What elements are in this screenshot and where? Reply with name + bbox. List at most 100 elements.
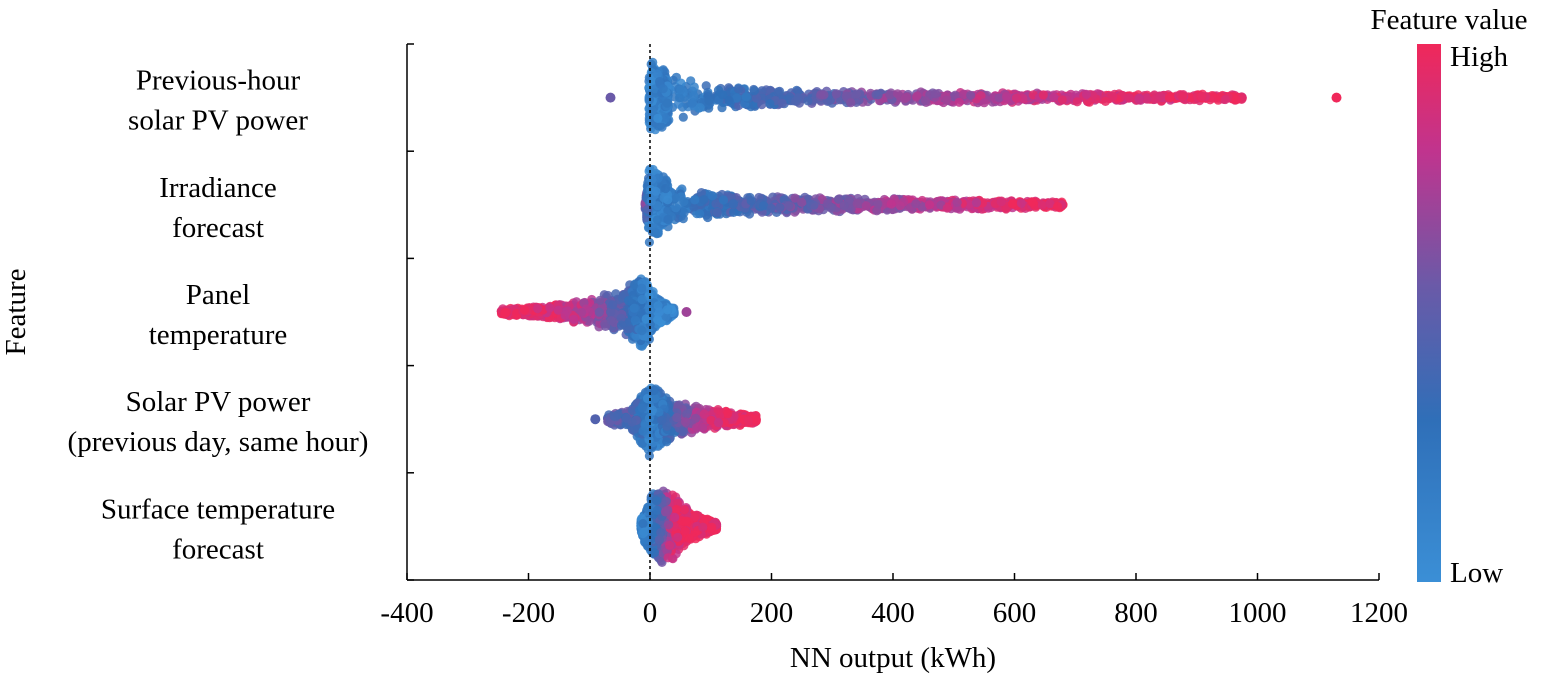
data-point (1164, 93, 1174, 103)
data-point (1220, 94, 1230, 105)
data-point (920, 96, 931, 106)
data-point (749, 86, 760, 96)
data-point (695, 103, 705, 113)
data-point (852, 199, 862, 209)
data-point (679, 196, 689, 207)
outlier-point (1331, 92, 1342, 103)
data-point (594, 307, 604, 317)
data-point (861, 201, 871, 211)
data-point (873, 90, 883, 100)
data-point (826, 203, 836, 213)
data-point (775, 202, 785, 213)
data-point (1124, 93, 1134, 103)
data-point (657, 122, 667, 132)
data-point (746, 196, 756, 206)
data-point (560, 310, 570, 320)
data-point (777, 98, 787, 108)
data-point (971, 198, 982, 208)
data-point (652, 215, 663, 225)
data-point (630, 315, 640, 325)
data-point (690, 195, 700, 205)
data-point (775, 86, 785, 96)
data-point (678, 112, 688, 122)
data-point (741, 92, 751, 102)
data-point (500, 308, 510, 319)
data-point (1027, 197, 1037, 207)
data-point (637, 326, 647, 336)
data-point (803, 96, 813, 106)
data-point (606, 316, 616, 326)
data-point (676, 85, 686, 95)
data-point (663, 195, 673, 205)
data-point (662, 305, 673, 315)
data-point (712, 207, 722, 218)
data-point (733, 84, 744, 94)
data-point (912, 91, 922, 101)
data-point (704, 96, 714, 106)
data-point (930, 89, 941, 99)
data-point (653, 113, 663, 123)
data-point (942, 95, 952, 105)
data-point (629, 303, 639, 313)
data-point (966, 90, 976, 100)
data-point (809, 200, 819, 210)
data-point (797, 197, 807, 207)
data-point (695, 209, 705, 219)
data-point (765, 99, 775, 109)
data-point (717, 103, 727, 113)
data-point (873, 199, 883, 209)
data-point (1011, 93, 1022, 103)
data-point (886, 199, 896, 209)
data-point (701, 81, 711, 91)
data-point (699, 195, 709, 205)
data-point (1053, 202, 1063, 212)
data-point (1100, 96, 1111, 106)
data-point (846, 98, 856, 108)
data-point (707, 191, 718, 201)
data-point (595, 295, 605, 305)
data-point (1134, 95, 1144, 105)
data-point (793, 93, 803, 103)
data-point (893, 89, 903, 99)
data-point (689, 91, 699, 101)
data-point (533, 304, 543, 314)
data-points (496, 57, 1342, 568)
data-point (1178, 91, 1188, 101)
data-point (569, 314, 579, 324)
data-point (637, 294, 647, 305)
data-point (757, 100, 767, 110)
data-point (996, 197, 1006, 207)
outlier-point (605, 92, 616, 103)
data-point (689, 82, 699, 92)
data-point (662, 98, 672, 108)
data-point (718, 195, 729, 205)
data-point (653, 315, 663, 325)
data-point (1057, 95, 1067, 105)
data-point (784, 201, 794, 211)
data-point (766, 203, 776, 213)
data-point (895, 201, 905, 211)
data-point (617, 320, 627, 330)
data-point (952, 197, 962, 207)
data-point (654, 307, 665, 317)
data-point (1155, 91, 1165, 101)
data-point (608, 300, 618, 310)
data-point (651, 186, 661, 196)
data-point (643, 204, 653, 214)
data-point (819, 90, 829, 100)
data-point (545, 303, 555, 313)
data-point (647, 106, 657, 116)
data-point (1037, 200, 1047, 210)
data-point (942, 203, 952, 213)
data-point (839, 201, 849, 211)
data-point (658, 84, 668, 94)
data-point (717, 90, 728, 100)
data-point (1016, 198, 1026, 208)
data-point (979, 98, 989, 108)
data-point (519, 305, 530, 315)
data-point (728, 199, 738, 209)
data-point (925, 200, 935, 210)
data-point (1001, 91, 1012, 102)
data-point (1081, 89, 1091, 99)
